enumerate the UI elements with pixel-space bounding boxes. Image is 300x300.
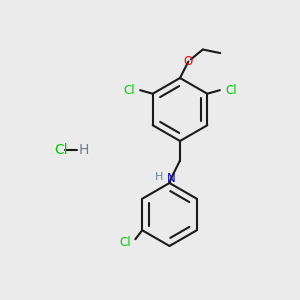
Text: Cl: Cl: [123, 84, 135, 97]
Text: Cl: Cl: [225, 84, 237, 97]
Text: N: N: [167, 172, 176, 185]
Text: H: H: [155, 172, 163, 182]
Text: O: O: [184, 55, 193, 68]
Text: H: H: [79, 143, 89, 157]
Text: Cl: Cl: [119, 236, 131, 249]
Text: Cl: Cl: [54, 143, 68, 157]
